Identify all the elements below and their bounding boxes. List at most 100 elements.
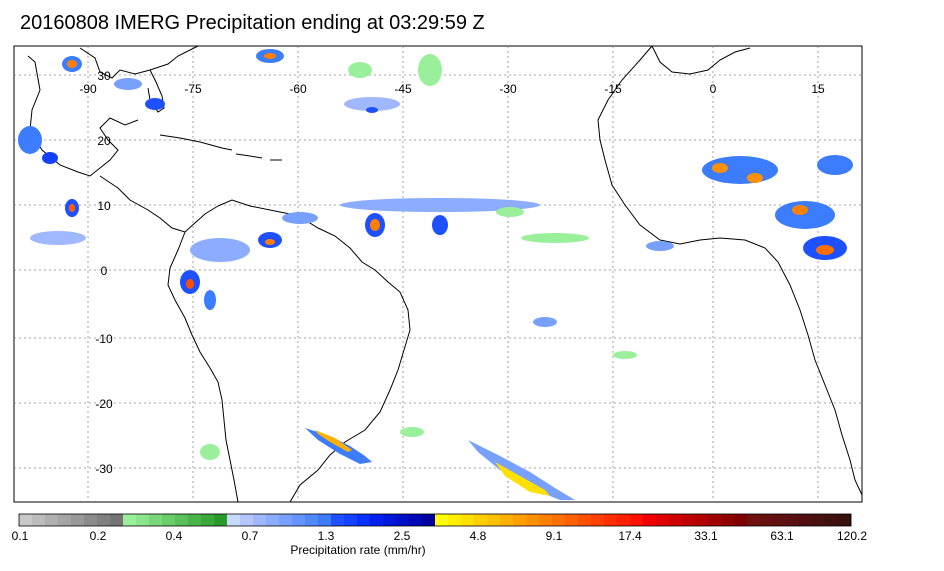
precip-cell bbox=[613, 351, 637, 359]
colorbar-swatch bbox=[747, 514, 761, 526]
precip-cell bbox=[190, 238, 250, 262]
colorbar-swatch bbox=[227, 514, 241, 526]
colorbar-swatch bbox=[760, 514, 774, 526]
lon-label: 0 bbox=[710, 82, 717, 96]
colorbar bbox=[18, 513, 852, 527]
coastline-gulf-mexico bbox=[27, 55, 139, 177]
precip-cell bbox=[315, 430, 352, 452]
colorbar-swatch bbox=[97, 514, 111, 526]
longitude-labels: -90 -75 -60 -45 -30 -15 0 15 bbox=[79, 82, 825, 96]
precip-cell bbox=[495, 462, 550, 496]
colorbar-swatch bbox=[487, 514, 501, 526]
colorbar-swatch bbox=[591, 514, 605, 526]
colorbar-swatch bbox=[188, 514, 202, 526]
colorbar-swatch bbox=[396, 514, 410, 526]
lon-label: 15 bbox=[811, 82, 825, 96]
colorbar-swatch bbox=[201, 514, 215, 526]
colorbar-swatch bbox=[305, 514, 319, 526]
colorbar-swatch bbox=[500, 514, 514, 526]
colorbar-swatch bbox=[253, 514, 267, 526]
precip-cell bbox=[348, 62, 372, 78]
colorbar-swatch bbox=[279, 514, 293, 526]
precip-cell bbox=[646, 241, 674, 251]
lat-label: 10 bbox=[97, 199, 111, 213]
colorbar-swatch bbox=[175, 514, 189, 526]
coastline-hispaniola bbox=[235, 153, 263, 159]
colorbar-tick-label: 0.4 bbox=[166, 529, 183, 543]
precip-cell bbox=[145, 98, 165, 110]
precip-cell bbox=[114, 78, 142, 90]
precip-cell bbox=[264, 53, 276, 59]
colorbar-swatch bbox=[448, 514, 462, 526]
colorbar-swatch bbox=[578, 514, 592, 526]
lat-label: -20 bbox=[95, 397, 113, 411]
map-frame bbox=[13, 45, 863, 503]
colorbar-swatch bbox=[513, 514, 527, 526]
lon-label: -45 bbox=[394, 82, 412, 96]
coastline-cuba bbox=[159, 134, 233, 151]
colorbar-swatch bbox=[838, 514, 852, 526]
colorbar-tick-label: 17.4 bbox=[618, 529, 642, 543]
colorbar-tick-label: 2.5 bbox=[394, 529, 411, 543]
precip-cell bbox=[370, 219, 380, 231]
colorbar-swatch bbox=[19, 514, 33, 526]
colorbar-swatch bbox=[474, 514, 488, 526]
colorbar-swatch bbox=[136, 514, 150, 526]
colorbar-swatch bbox=[630, 514, 644, 526]
lat-label: -10 bbox=[95, 332, 113, 346]
colorbar-swatch bbox=[344, 514, 358, 526]
precip-cell bbox=[712, 163, 728, 173]
precip-cell bbox=[265, 239, 275, 245]
precip-cell bbox=[18, 126, 42, 154]
colorbar-tick-labels: 0.1 0.2 0.4 0.7 1.3 2.5 4.8 9.1 17.4 33.… bbox=[12, 529, 868, 543]
colorbar-swatch bbox=[461, 514, 475, 526]
precip-cell bbox=[418, 54, 442, 86]
precip-cell bbox=[67, 60, 77, 68]
coastline-africa bbox=[597, 45, 863, 496]
precip-cell bbox=[204, 290, 216, 310]
precip-cell bbox=[340, 198, 540, 212]
colorbar-swatch bbox=[773, 514, 787, 526]
colorbar-swatch bbox=[734, 514, 748, 526]
precip-cell bbox=[792, 205, 808, 215]
colorbar-swatch bbox=[162, 514, 176, 526]
colorbar-swatch bbox=[357, 514, 371, 526]
colorbar-swatch bbox=[32, 514, 46, 526]
colorbar-tick-label: 0.1 bbox=[12, 529, 29, 543]
colorbar-swatch bbox=[669, 514, 683, 526]
coastline-south-america-west bbox=[167, 231, 239, 503]
colorbar-swatch bbox=[526, 514, 540, 526]
lon-label: -30 bbox=[499, 82, 517, 96]
colorbar-swatch bbox=[825, 514, 839, 526]
coastlines bbox=[27, 45, 863, 503]
precip-cell bbox=[468, 440, 575, 500]
lat-label: -30 bbox=[95, 462, 113, 476]
precip-cell bbox=[282, 212, 318, 224]
colorbar-swatch bbox=[149, 514, 163, 526]
colorbar-tick-label: 0.2 bbox=[90, 529, 107, 543]
colorbar-tick-label: 4.8 bbox=[470, 529, 487, 543]
colorbar-swatch bbox=[435, 514, 449, 526]
colorbar-swatch bbox=[539, 514, 553, 526]
colorbar-swatch bbox=[799, 514, 813, 526]
colorbar-swatch bbox=[422, 514, 436, 526]
lon-label: -60 bbox=[289, 82, 307, 96]
lon-label: -90 bbox=[79, 82, 97, 96]
lat-label: 30 bbox=[97, 69, 111, 83]
colorbar-swatch bbox=[370, 514, 384, 526]
colorbar-swatch bbox=[409, 514, 423, 526]
colorbar-swatch bbox=[812, 514, 826, 526]
colorbar-swatch bbox=[331, 514, 345, 526]
map-title: 20160808 IMERG Precipitation ending at 0… bbox=[20, 12, 485, 34]
colorbar-swatch bbox=[110, 514, 124, 526]
precip-cell bbox=[432, 215, 448, 235]
colorbar-swatch bbox=[45, 514, 59, 526]
precip-cell bbox=[344, 97, 400, 111]
colorbar-swatch bbox=[58, 514, 72, 526]
graticule bbox=[14, 46, 862, 502]
precip-cell bbox=[366, 107, 378, 113]
precip-cell bbox=[816, 245, 834, 255]
colorbar-swatch bbox=[552, 514, 566, 526]
colorbar-tick-label: 120.2 bbox=[837, 529, 867, 543]
